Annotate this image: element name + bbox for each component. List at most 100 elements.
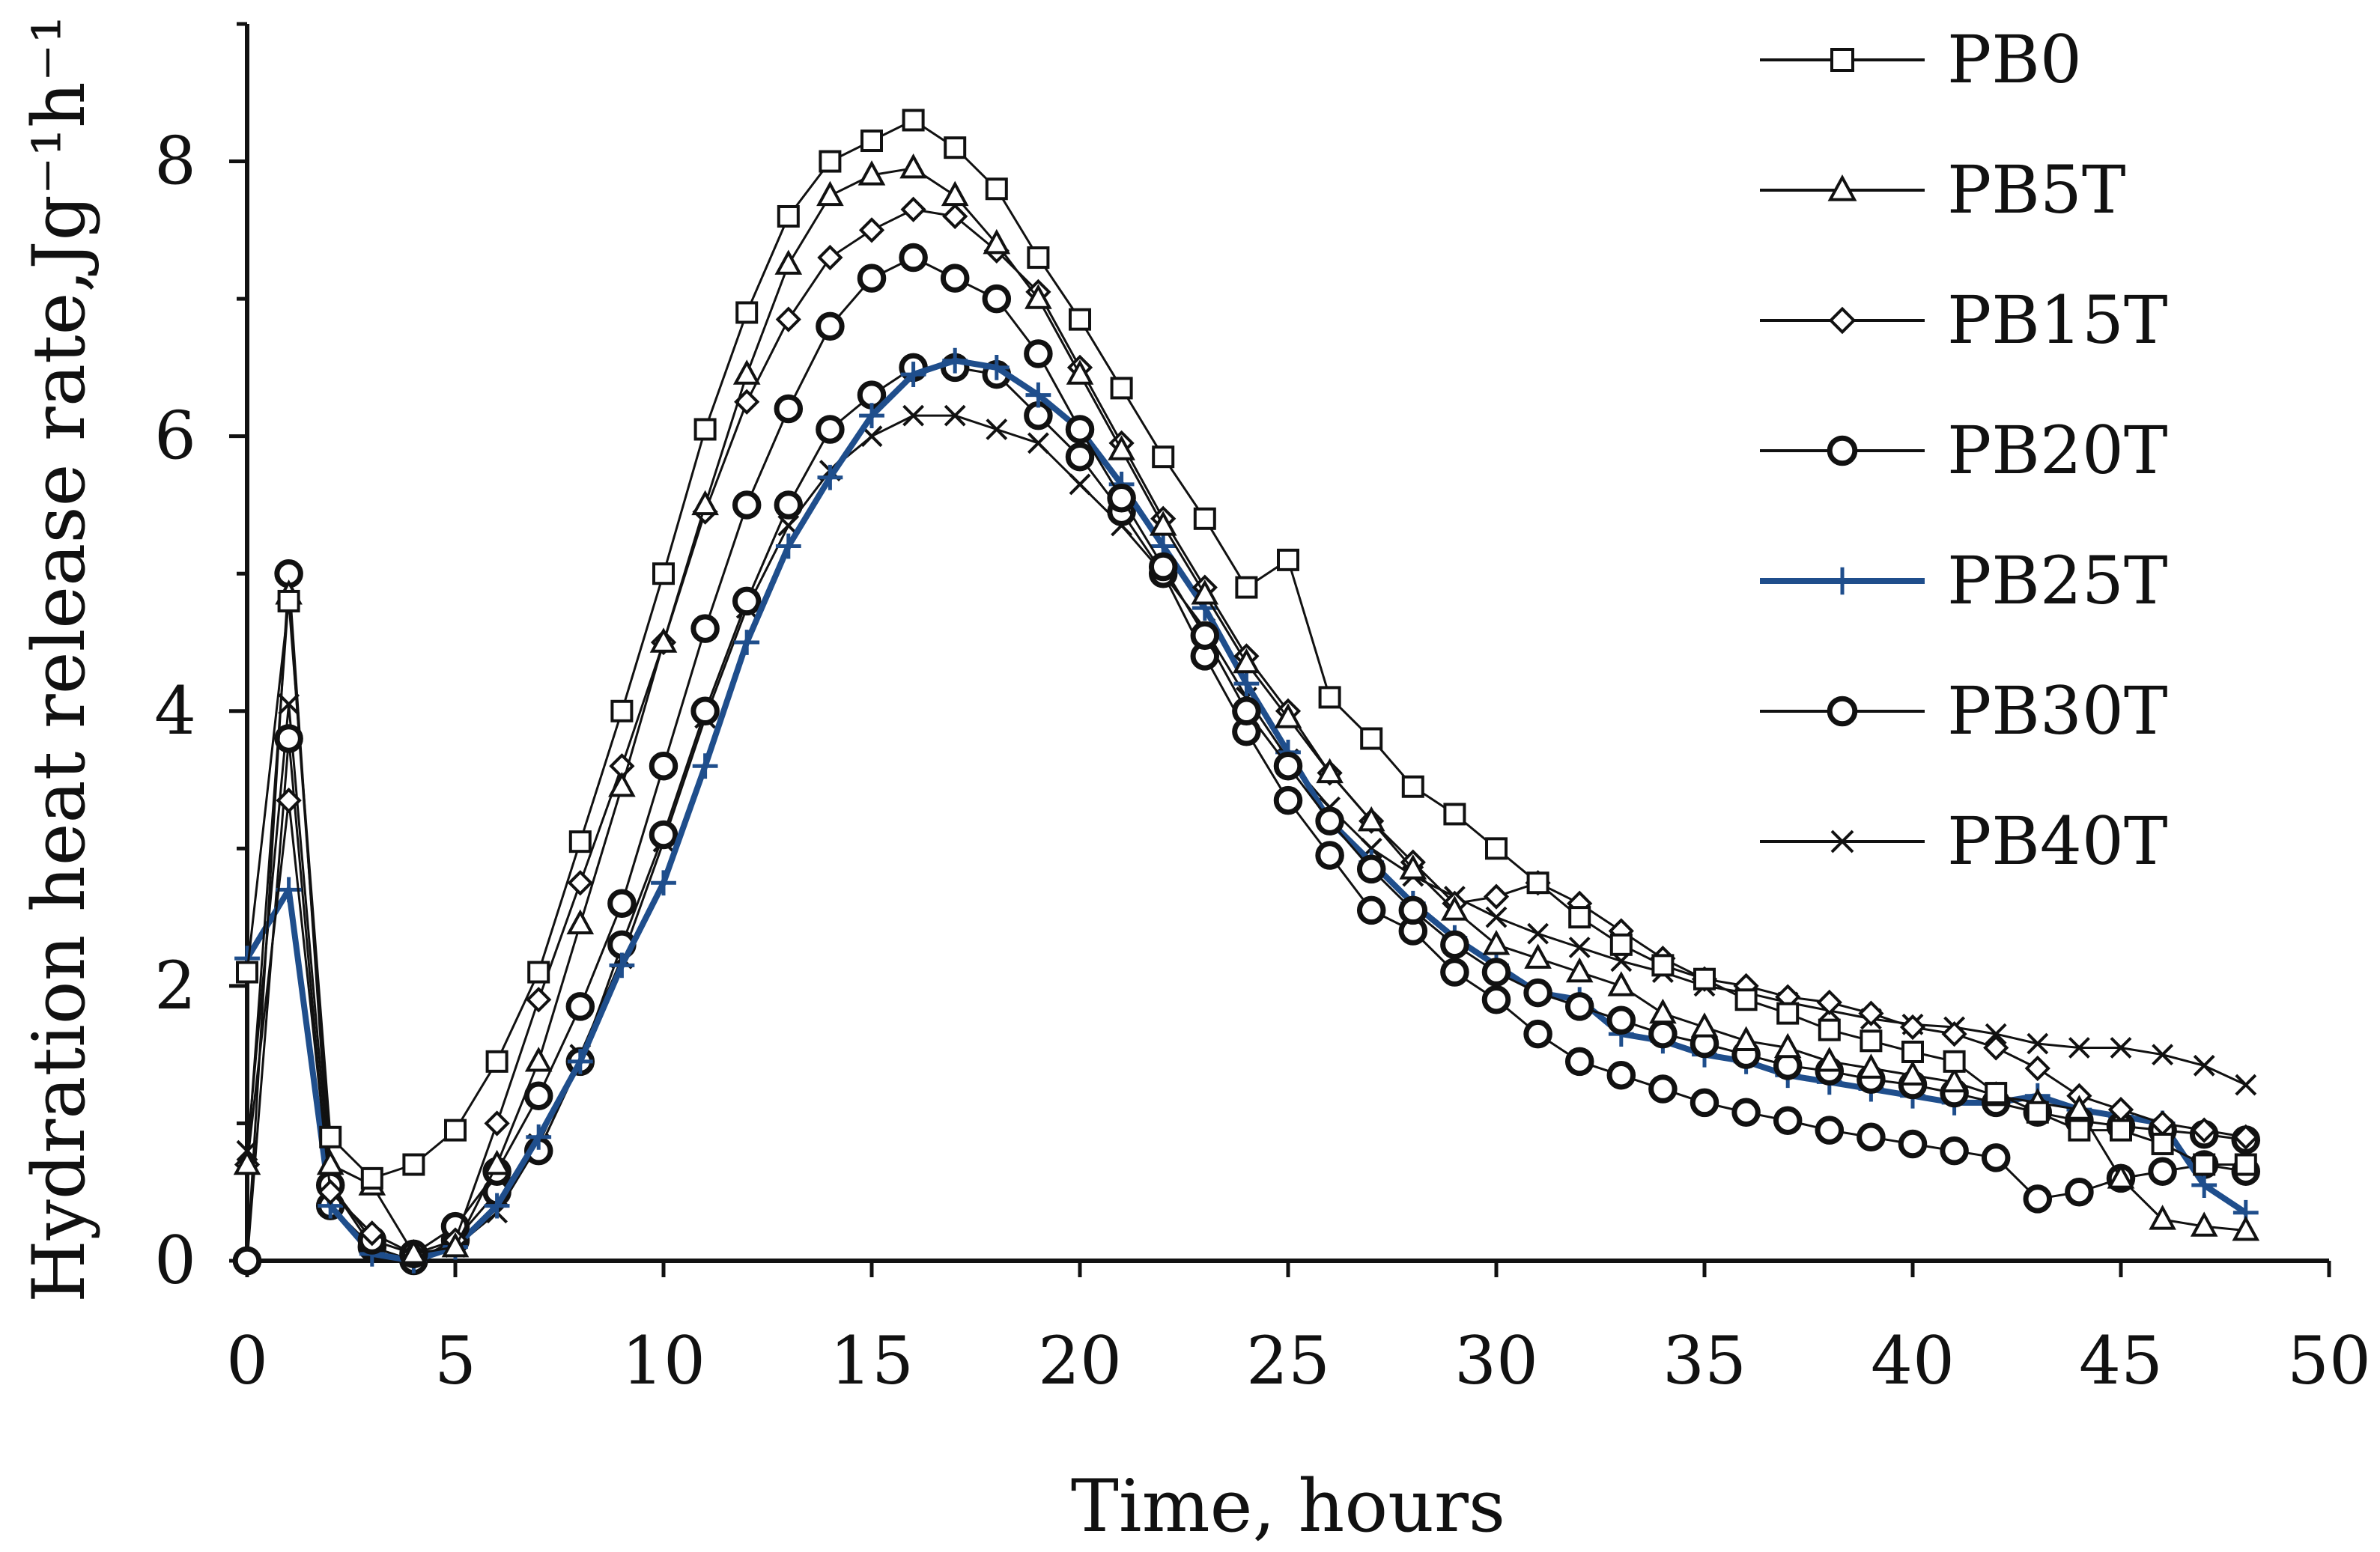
- data-point-diamond: [1828, 306, 1857, 335]
- data-point-square: [2193, 1153, 2216, 1176]
- data-point-triangle: [441, 1232, 470, 1258]
- data-point-circle: [1773, 1106, 1803, 1136]
- data-point-triangle: [1940, 1067, 1968, 1093]
- data-point-circle: [899, 243, 928, 273]
- data-point-circle: [1606, 1060, 1636, 1090]
- x-tick-label: 15: [830, 1322, 914, 1399]
- data-point-circle: [1190, 621, 1220, 651]
- data-point-square: [1318, 686, 1341, 709]
- data-point-plus: [900, 362, 926, 387]
- data-point-plus: [567, 1048, 593, 1074]
- data-point-x: [2193, 1054, 2215, 1077]
- data-point-circle: [1273, 785, 1303, 815]
- legend-label: PB30T: [1947, 672, 2168, 749]
- data-point-square: [527, 961, 550, 984]
- data-point-triangle: [941, 180, 969, 207]
- data-point-square: [1235, 576, 1258, 599]
- data-point-circle: [1356, 895, 1386, 925]
- data-point-triangle: [1191, 579, 1219, 605]
- legend-item-pb40t: PB40T: [1760, 803, 2168, 880]
- data-point-square: [2110, 1119, 2132, 1142]
- data-point-circle: [1481, 958, 1511, 987]
- data-point-square: [1693, 967, 1716, 990]
- data-point-triangle: [2190, 1211, 2218, 1237]
- data-point-triangle: [1524, 943, 1552, 969]
- data-point-plus: [526, 1124, 552, 1150]
- data-point-triangle: [899, 153, 927, 179]
- x-tick-label: 35: [1663, 1322, 1746, 1399]
- data-point-circle: [607, 889, 637, 919]
- data-point-square: [1985, 1082, 2008, 1105]
- data-point-square: [1609, 933, 1633, 956]
- data-point-square: [735, 301, 759, 324]
- series-layer: [232, 109, 2261, 1276]
- data-point-circle: [2148, 1157, 2177, 1186]
- data-point-circle: [774, 394, 804, 424]
- data-point-square: [1443, 803, 1466, 826]
- data-point-circle: [1440, 930, 1469, 960]
- data-point-square: [985, 177, 1008, 201]
- data-point-square: [568, 830, 592, 853]
- data-point-diamond: [526, 987, 552, 1013]
- data-point-circle: [1898, 1129, 1928, 1159]
- data-point-triangle: [1399, 854, 1427, 880]
- data-point-triangle: [1108, 435, 1135, 460]
- data-point-square: [1526, 871, 1549, 895]
- data-point-circle: [1815, 1116, 1845, 1145]
- data-point-circle: [940, 264, 970, 293]
- data-point-circle: [982, 284, 1012, 314]
- data-point-triangle: [1690, 1012, 1719, 1038]
- data-point-diamond: [858, 217, 885, 243]
- data-point-circle: [232, 1246, 262, 1276]
- data-point-diamond: [900, 196, 926, 222]
- data-point-square: [610, 699, 634, 722]
- data-point-triangle: [1857, 1053, 1885, 1079]
- data-point-triangle: [483, 1149, 511, 1175]
- series-pb0: [236, 109, 2257, 1190]
- data-point-diamond: [567, 870, 593, 896]
- data-point-triangle: [1565, 957, 1594, 983]
- data-point-triangle: [1773, 1032, 1802, 1059]
- x-tick-label: 10: [622, 1322, 705, 1399]
- legend-item-pb20t: PB20T: [1760, 412, 2168, 489]
- data-point-circle: [523, 1081, 553, 1110]
- y-axis-title: Hydration heat release rate,Jg⁻¹h⁻¹: [17, 15, 101, 1303]
- data-point-circle: [1523, 1019, 1552, 1049]
- series-pb5t: [233, 153, 2260, 1265]
- series-line-pb25t: [244, 357, 2248, 1264]
- data-point-square: [402, 1153, 425, 1176]
- data-point-circle: [1827, 696, 1858, 727]
- data-point-triangle: [1815, 1047, 1844, 1072]
- data-point-circle: [1024, 339, 1053, 368]
- legend: PB0 PB5T PB15T PB20T PB25T PB30T PB40T: [1760, 21, 2168, 880]
- data-point-triangle: [857, 160, 886, 186]
- data-point-circle: [1564, 1047, 1594, 1077]
- series-pb20t: [232, 243, 2261, 1276]
- data-point-plus: [2191, 1172, 2217, 1198]
- x-tick-label: 20: [1038, 1322, 1122, 1399]
- legend-label: PB20T: [1947, 412, 2168, 489]
- data-point-circle: [1606, 1005, 1636, 1035]
- data-point-circle: [649, 751, 679, 781]
- data-point-triangle: [1024, 284, 1052, 309]
- data-point-circle: [774, 490, 804, 520]
- data-point-square: [693, 418, 717, 441]
- data-point-circle: [1107, 484, 1136, 513]
- data-point-diamond: [484, 1110, 510, 1136]
- data-point-circle: [1440, 958, 1469, 987]
- legend-label: PB15T: [1947, 282, 2168, 359]
- data-point-circle: [2023, 1184, 2053, 1214]
- data-point-square: [444, 1119, 467, 1142]
- data-point-square: [1818, 1018, 1841, 1041]
- data-point-square: [1193, 507, 1216, 530]
- data-point-triangle: [1066, 359, 1094, 385]
- data-point-circle: [816, 311, 845, 341]
- data-point-circle: [1648, 1019, 1678, 1049]
- data-point-x: [1485, 906, 1508, 928]
- data-point-plus: [817, 464, 843, 490]
- data-point-diamond: [817, 244, 843, 271]
- data-point-triangle: [2107, 1163, 2135, 1189]
- data-point-square: [944, 136, 967, 159]
- x-ticks: 0 5 10 15 20 25 30 35 40 45 50: [226, 1261, 2371, 1399]
- legend-item-pb0: PB0: [1760, 21, 2082, 98]
